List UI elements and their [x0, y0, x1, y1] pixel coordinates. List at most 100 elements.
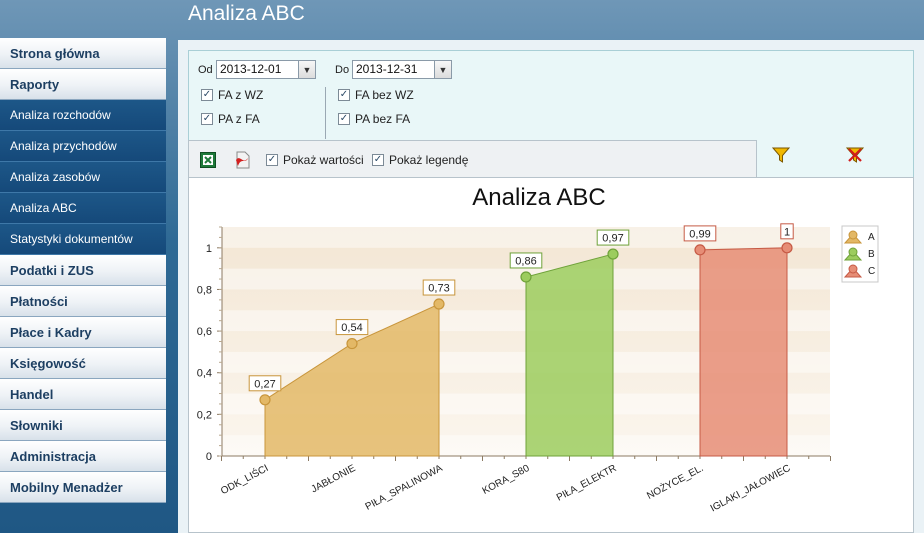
series-A-point	[433, 298, 445, 310]
series-B-area	[525, 253, 614, 457]
sidebar-item-label: Płatności	[10, 293, 68, 309]
sidebar-item-label: Księgowość	[10, 355, 86, 371]
sidebar-item-label: Administracja	[10, 448, 96, 464]
x-tick-label: NOŻYCE_EL.	[644, 461, 705, 502]
data-label: 0,73	[428, 283, 449, 295]
content-area: Od 2013-12-01 ▼ Do 2013-12-31 ▼ ✓ FA z W…	[178, 40, 924, 533]
sidebar-item-statystyki-dokumentow[interactable]: Statystyki dokumentów	[0, 224, 166, 255]
sidebar-item-mobilny-menadzer[interactable]: Mobilny Menadżer	[0, 472, 166, 503]
sidebar-item-administracja[interactable]: Administracja	[0, 441, 166, 472]
series-A-point	[346, 337, 358, 350]
filter-clear-icon[interactable]	[846, 146, 864, 164]
checkbox-pa-bez-fa[interactable]: ✓ PA bez FA	[338, 112, 410, 126]
sidebar-item-raporty[interactable]: Raporty	[0, 69, 166, 100]
y-tick-label: 1	[206, 243, 212, 255]
legend-box	[841, 225, 879, 283]
from-date-dropdown-icon[interactable]: ▼	[298, 61, 315, 78]
plot-band	[222, 227, 830, 248]
pdf-export-icon[interactable]	[234, 151, 250, 169]
y-tick-label: 0	[206, 451, 212, 463]
data-label: 0,27	[254, 378, 275, 390]
series-B-point	[607, 248, 619, 260]
sidebar-item-podatki-i-zus[interactable]: Podatki i ZUS	[0, 255, 166, 286]
sidebar-item-slowniki[interactable]: Słowniki	[0, 410, 166, 441]
sidebar-item-place-i-kadry[interactable]: Płace i Kadry	[0, 317, 166, 348]
filter-divider	[325, 87, 326, 139]
show-values-checkbox[interactable]: ✓ Pokaż wartości	[266, 153, 364, 167]
from-label: Od	[198, 64, 213, 76]
sidebar-item-label: Handel	[10, 386, 54, 402]
sidebar-item-label: Analiza ABC	[10, 201, 77, 215]
sidebar-item-platnosci[interactable]: Płatności	[0, 286, 166, 317]
checkbox-pa-z-fa-label: PA z FA	[218, 112, 260, 126]
sidebar-item-label: Płace i Kadry	[10, 324, 92, 340]
to-date-value: 2013-12-31	[356, 62, 418, 76]
show-legend-checkbox-box[interactable]: ✓	[372, 154, 384, 166]
sidebar-item-label: Analiza przychodów	[10, 139, 117, 153]
sidebar-item-strona-glowna[interactable]: Strona główna	[0, 38, 166, 69]
series-B-point	[520, 271, 532, 283]
data-label: 1	[784, 226, 790, 238]
series-C-point	[781, 242, 793, 254]
y-tick-label: 0,6	[197, 326, 212, 338]
from-date-field[interactable]: 2013-12-01 ▼	[216, 60, 316, 79]
x-tick-label: PIŁA_ELEKTR	[555, 463, 619, 504]
show-legend-label: Pokaż legendę	[389, 153, 469, 167]
series-A-point	[259, 394, 271, 406]
checkbox-fa-bez-wz-box[interactable]: ✓	[338, 89, 350, 101]
data-label-box	[683, 225, 717, 242]
show-values-label: Pokaż wartości	[283, 153, 364, 167]
data-label-box	[780, 223, 794, 240]
show-legend-checkbox[interactable]: ✓ Pokaż legendę	[372, 153, 468, 167]
y-tick-label: 0,4	[197, 368, 212, 380]
data-label: 0,99	[689, 228, 710, 240]
y-tick-label: 0,2	[197, 409, 212, 421]
data-label: 0,54	[341, 322, 362, 334]
checkbox-pa-z-fa-box[interactable]: ✓	[201, 113, 213, 125]
series-C-point	[694, 244, 706, 256]
x-tick-label: IGLAKI_JAŁOWIEC	[709, 463, 793, 514]
show-values-checkbox-box[interactable]: ✓	[266, 154, 278, 166]
sidebar-item-label: Analiza rozchodów	[10, 108, 111, 122]
sidebar-item-handel[interactable]: Handel	[0, 379, 166, 410]
sidebar-item-ksiegowosc[interactable]: Księgowość	[0, 348, 166, 379]
checkbox-pa-z-fa[interactable]: ✓ PA z FA	[201, 112, 260, 126]
y-tick-label: 0,8	[197, 284, 212, 296]
sidebar-item-label: Słowniki	[10, 417, 63, 433]
from-date-value: 2013-12-01	[220, 62, 282, 76]
checkbox-fa-bez-wz[interactable]: ✓ FA bez WZ	[338, 88, 414, 102]
data-label: 0,86	[515, 255, 536, 267]
filter-apply-icon[interactable]	[772, 146, 790, 164]
x-tick-label: PIŁA_SPALINOWA	[364, 463, 445, 513]
to-date-field[interactable]: 2013-12-31 ▼	[352, 60, 452, 79]
legend-label-B: B	[868, 249, 875, 260]
chart-panel: Analiza ABC 0 0,2 0,4 0,6 0,8 1 ODK_LIŚCI JABŁO…	[188, 177, 914, 533]
sidebar-item-label: Strona główna	[10, 45, 100, 61]
legend-label-A: A	[868, 232, 875, 243]
data-label-box	[248, 375, 282, 392]
sidebar-item-analiza-rozchodow[interactable]: Analiza rozchodów	[0, 100, 166, 131]
sidebar-item-analiza-abc[interactable]: Analiza ABC	[0, 193, 166, 224]
chart-title: Analiza ABC	[472, 184, 606, 211]
sidebar-item-analiza-przychodow[interactable]: Analiza przychodów	[0, 131, 166, 162]
legend-label-C: C	[868, 266, 875, 277]
series-C-area	[699, 247, 788, 457]
legend-marker-B	[848, 247, 858, 257]
data-label-box	[509, 252, 543, 269]
checkbox-fa-z-wz[interactable]: ✓ FA z WZ	[201, 88, 263, 102]
sidebar-item-analiza-zasobow[interactable]: Analiza zasobów	[0, 162, 166, 193]
sidebar-item-label: Podatki i ZUS	[10, 262, 94, 278]
x-tick-label: JABŁONIE	[310, 463, 358, 496]
excel-export-icon[interactable]	[200, 152, 216, 168]
checkbox-fa-z-wz-box[interactable]: ✓	[201, 89, 213, 101]
to-label: Do	[335, 64, 350, 76]
sidebar-nav: Strona główna Raporty Analiza rozchodów Ana…	[0, 38, 166, 503]
legend-marker-C	[848, 264, 858, 274]
page-title: Analiza ABC	[188, 2, 305, 25]
checkbox-fa-bez-wz-label: FA bez WZ	[355, 88, 414, 102]
checkbox-fa-z-wz-label: FA z WZ	[218, 88, 264, 102]
checkbox-pa-bez-fa-box[interactable]: ✓	[338, 113, 350, 125]
to-date-dropdown-icon[interactable]: ▼	[434, 61, 451, 78]
series-A-area	[264, 303, 440, 457]
x-tick-label: KORA_S80	[481, 463, 532, 497]
